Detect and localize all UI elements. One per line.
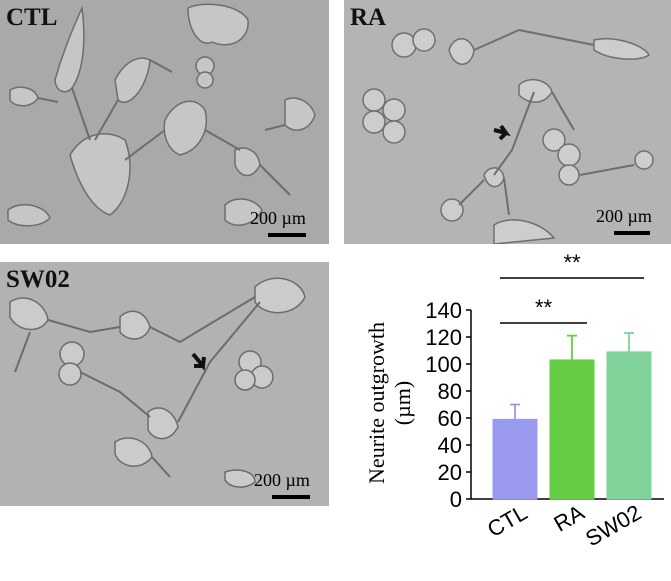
significance-markers: ** **	[500, 250, 644, 324]
sw02-cells-image	[0, 262, 329, 506]
y-tick-label: 140	[425, 298, 462, 323]
arrow-icon	[191, 352, 206, 371]
y-tick-label: 20	[438, 460, 462, 485]
ctl-cells-image	[0, 0, 329, 244]
scale-bar-ra	[614, 231, 650, 235]
bar-ra	[549, 359, 595, 500]
scale-bar-label-sw02: 200 µm	[254, 470, 310, 490]
bars	[492, 332, 652, 500]
scale-bar-ctl	[268, 233, 306, 237]
panel-label-ctl: CTL	[6, 4, 58, 31]
y-axis-title-line2: (µm)	[390, 381, 415, 425]
ra-cells-image	[344, 0, 671, 244]
micrograph-ctl: CTL 200 µm	[0, 0, 329, 244]
arrow-icon	[493, 124, 511, 141]
y-axis-title: Neurite outgrowth (µm)	[364, 322, 415, 484]
bar-ctl	[492, 418, 538, 500]
scale-bar-label-ctl: 200 µm	[250, 208, 306, 228]
y-tick-label: 100	[425, 352, 462, 377]
micrograph-sw02: SW02 200 µm	[0, 262, 329, 506]
y-axis-title-line1: Neurite outgrowth	[364, 322, 389, 484]
scale-bar-label-ra: 200 µm	[596, 206, 652, 226]
x-tick-label-ctl: CTL	[483, 500, 531, 542]
y-tick-label: 60	[438, 406, 462, 431]
x-tick-label-sw02: SW02	[581, 500, 645, 552]
y-tick-label: 40	[438, 433, 462, 458]
neurite-outgrowth-chart: Neurite outgrowth (µm) 02040608010012014…	[364, 250, 664, 552]
significance-label: **	[563, 250, 581, 275]
significance-label: **	[535, 295, 553, 320]
scale-bar-sw02	[272, 495, 310, 499]
micrograph-ra: RA 200 µm	[344, 0, 671, 244]
y-tick-label: 80	[438, 379, 462, 404]
panel-label-sw02: SW02	[6, 266, 70, 293]
y-tick-label: 120	[425, 325, 462, 350]
panel-label-ra: RA	[350, 4, 387, 31]
bar-sw02	[606, 351, 652, 500]
y-tick-label: 0	[450, 487, 462, 512]
